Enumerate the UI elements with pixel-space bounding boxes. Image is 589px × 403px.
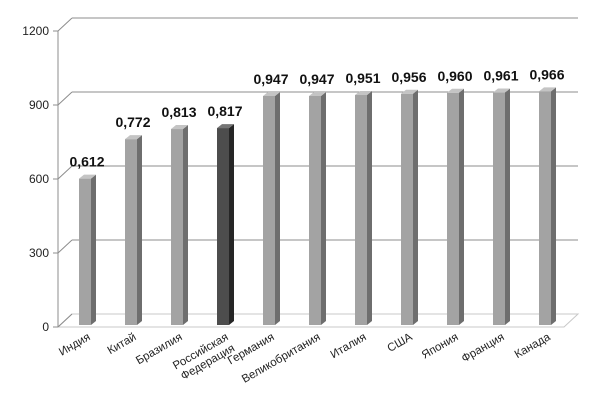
x-tick-label: Япония	[420, 331, 461, 361]
bar-face	[125, 139, 137, 325]
bar	[447, 88, 464, 325]
data-label: 0,966	[529, 66, 564, 82]
data-label: 0,817	[207, 103, 242, 119]
bar-face	[401, 93, 413, 325]
gridline-wall	[57, 239, 73, 254]
x-tick-label: Китай	[106, 331, 139, 357]
bar-face	[447, 92, 459, 325]
bar-face	[263, 96, 275, 325]
x-tick-label: Франция	[460, 331, 507, 365]
y-tick-label: 900	[29, 98, 49, 112]
bar-top	[309, 92, 326, 97]
data-label: 0,956	[391, 69, 426, 85]
bar-top	[217, 124, 234, 129]
bar-top	[263, 92, 280, 97]
data-label: 0,947	[253, 71, 288, 87]
bar-top	[79, 174, 96, 179]
gridline-wall	[57, 313, 73, 328]
data-label: 0,813	[161, 104, 196, 120]
bar-top	[125, 135, 142, 140]
data-label: 0,951	[345, 70, 380, 86]
bar-side	[91, 174, 96, 325]
x-tick-label: Индия	[57, 331, 92, 358]
gridline-wall	[57, 91, 73, 106]
bar	[79, 174, 96, 325]
x-tick-label: США	[386, 331, 415, 355]
bar-top	[401, 89, 418, 94]
bar	[125, 135, 142, 325]
y-axis: 0 300 600 900 1200	[22, 24, 59, 334]
bar	[355, 91, 372, 326]
x-tick-label: Италия	[329, 331, 369, 361]
y-tick-label: 0	[42, 320, 49, 334]
y-tick-label: 600	[29, 172, 49, 186]
y-tick-label: 1200	[22, 24, 49, 38]
bar-face	[493, 92, 505, 325]
bar-side	[321, 92, 326, 325]
bars	[79, 87, 556, 326]
data-labels: 0,612 0,772 0,813 0,817 0,947 0,947 0,951 0,956…	[69, 66, 564, 169]
bar	[493, 88, 510, 325]
bar-side	[413, 89, 418, 325]
bar-side	[367, 91, 372, 326]
data-label: 0,961	[483, 68, 518, 84]
x-tick-label: Канада	[513, 331, 553, 361]
y-tick-label: 300	[29, 246, 49, 260]
bar-side	[459, 88, 464, 325]
bar-face	[79, 178, 91, 325]
gridline-wall	[57, 165, 73, 180]
data-label: 0,772	[115, 114, 150, 130]
bar-face	[309, 96, 321, 325]
bar-top	[355, 91, 372, 96]
x-tick-label: Великобритания	[240, 331, 322, 386]
bar-top	[171, 125, 188, 130]
bar-top	[539, 87, 556, 92]
bar	[401, 89, 418, 325]
bar-side	[137, 135, 142, 325]
bar-face	[355, 95, 367, 326]
bar-side	[229, 124, 234, 325]
bar	[309, 92, 326, 325]
bar-face	[217, 128, 229, 325]
bar-face	[171, 129, 183, 325]
bar-side	[183, 125, 188, 325]
gridline-wall	[57, 17, 73, 32]
data-label: 0,612	[69, 154, 104, 170]
bar-side	[505, 88, 510, 325]
bar	[539, 87, 556, 325]
data-label: 0,960	[437, 68, 472, 84]
bar-top	[447, 88, 464, 93]
data-label: 0,947	[299, 71, 334, 87]
bar-side	[275, 92, 280, 325]
bar	[263, 92, 280, 325]
bar-side	[551, 87, 556, 325]
bar-top	[493, 88, 510, 93]
x-axis-labels: Индия КитайБразилияРоссийскаяФедерацияГер…	[57, 331, 553, 386]
bar-face	[539, 91, 551, 325]
bar	[171, 125, 188, 325]
bar	[217, 124, 234, 325]
